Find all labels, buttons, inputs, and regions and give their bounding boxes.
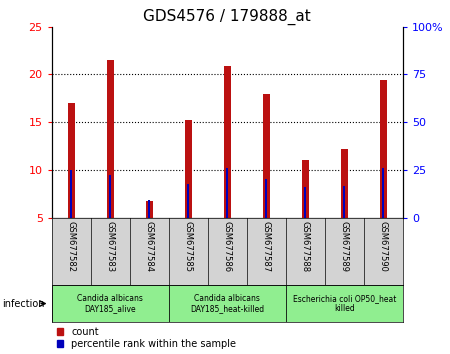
Text: Escherichia coli OP50_heat
killed: Escherichia coli OP50_heat killed	[292, 294, 396, 313]
Text: GSM677586: GSM677586	[223, 221, 232, 272]
Bar	[52, 285, 169, 322]
Bar	[70, 170, 72, 218]
Bar	[302, 160, 309, 218]
Bar	[146, 200, 153, 218]
Text: GSM677583: GSM677583	[106, 221, 115, 272]
Title: GDS4576 / 179888_at: GDS4576 / 179888_at	[144, 9, 311, 25]
Text: infection: infection	[2, 298, 45, 309]
Bar	[304, 187, 306, 218]
Text: Candida albicans
DAY185_heat-killed: Candida albicans DAY185_heat-killed	[190, 294, 264, 313]
Bar	[226, 168, 229, 218]
Text: GSM677588: GSM677588	[301, 221, 310, 272]
Bar	[382, 168, 384, 218]
Text: GSM677582: GSM677582	[67, 221, 76, 272]
Bar	[109, 175, 112, 218]
Bar	[380, 80, 387, 218]
Text: GSM677587: GSM677587	[262, 221, 271, 272]
Text: GSM677585: GSM677585	[184, 221, 193, 272]
Text: GSM677589: GSM677589	[340, 221, 349, 272]
Bar	[286, 285, 403, 322]
Bar	[185, 120, 192, 218]
Text: Candida albicans
DAY185_alive: Candida albicans DAY185_alive	[77, 294, 143, 313]
Bar	[265, 179, 267, 218]
Text: GSM677584: GSM677584	[145, 221, 154, 272]
Bar	[148, 200, 150, 218]
Bar	[169, 285, 286, 322]
Text: GSM677590: GSM677590	[379, 221, 388, 272]
Bar	[187, 184, 189, 218]
Bar	[263, 95, 270, 218]
Bar	[224, 66, 231, 218]
Bar	[107, 60, 114, 218]
Bar	[68, 103, 75, 218]
Bar	[343, 186, 346, 218]
Legend: count, percentile rank within the sample: count, percentile rank within the sample	[57, 327, 236, 349]
Bar	[341, 149, 348, 218]
